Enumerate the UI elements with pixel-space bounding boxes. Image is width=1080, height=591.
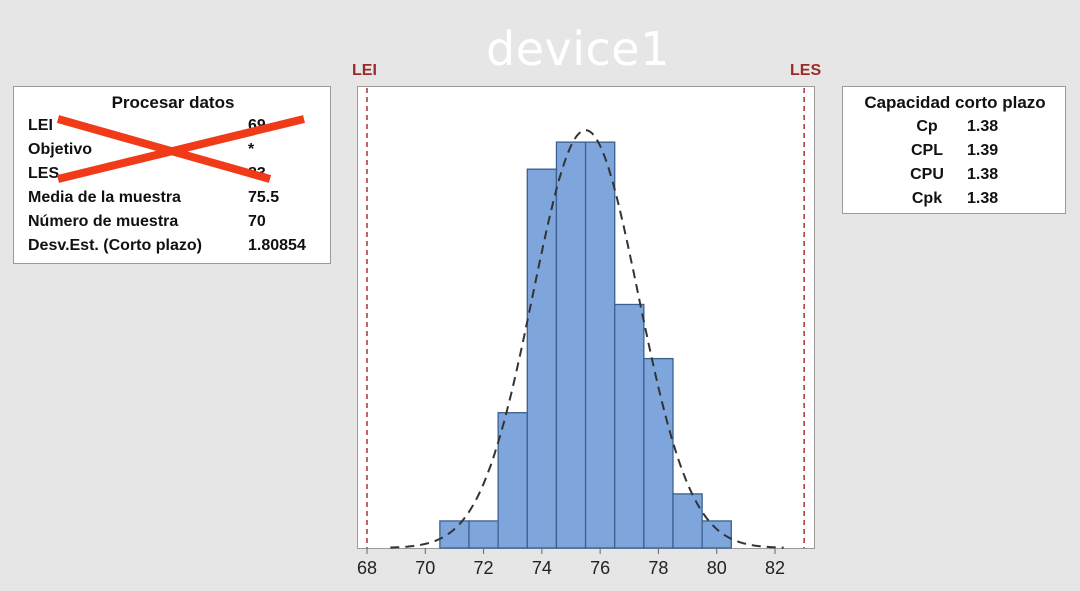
cpl-label: CPL [911,142,943,159]
histogram-bar-0 [439,520,470,549]
x-tick-label-5: 78 [648,558,668,578]
top-strip [0,0,1080,10]
cpk-label: Cpk [911,190,943,207]
usl-label: LES [28,165,60,182]
x-tick-label-6: 80 [707,558,727,578]
histogram-bar-8 [672,493,703,549]
sample-mean-label: Media de la muestra [28,189,181,206]
histogram-bar-2 [497,412,528,549]
cp-label: Cp [916,118,938,135]
stdev-value: 1.80854 [248,237,306,254]
overlay-watermark-text: device1 [486,22,670,76]
sample-n-label: Número de muestra [28,213,179,230]
histogram-bar-4 [555,141,587,549]
histogram-bar-3 [526,168,558,549]
cpk-value: 1.38 [967,190,999,207]
lower-spec-label: LEI [352,62,377,79]
capability-title: Capacidad corto plazo [864,93,1046,112]
histogram-bar-5 [584,141,616,549]
x-tick-label-0: 68 [357,558,377,578]
cp-value: 1.38 [967,118,999,135]
normal-fit-curve [390,129,784,549]
x-tick-label-7: 82 [765,558,785,578]
cpu-value: 1.38 [967,166,999,183]
upper-spec-label: LES [790,62,822,79]
lsl-label: LEI [28,117,53,134]
process-data-title: Procesar datos [111,93,235,112]
histogram-bar-9 [701,520,732,549]
cpl-value: 1.39 [967,142,999,159]
x-tick-label-3: 74 [532,558,552,578]
histogram-bar-1 [468,520,499,549]
x-tick-label-4: 76 [590,558,610,578]
stdev-label: Desv.Est. (Corto plazo) [28,237,202,254]
histogram-bar-6 [614,303,645,549]
sample-n-value: 70 [248,213,266,230]
capability-panel: Capacidad corto plazo Cp 1.38 CPL 1.39 C… [842,86,1066,214]
x-tick-label-2: 72 [474,558,494,578]
sample-mean-value: 75.5 [248,189,280,206]
cpu-label: CPU [910,166,944,183]
x-tick-label-1: 70 [415,558,435,578]
process-data-panel: Procesar datos LEI 69 Objetivo * LES 83 … [13,86,331,264]
